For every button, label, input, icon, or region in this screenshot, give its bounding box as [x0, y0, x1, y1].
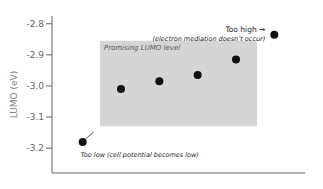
- svg-text:LUMO (eV): LUMO (eV): [9, 71, 19, 119]
- svg-text:-2.8: -2.8: [26, 19, 44, 29]
- svg-text:-3.0: -3.0: [26, 81, 44, 91]
- svg-text:-3.1: -3.1: [26, 112, 44, 122]
- svg-text:Promising LUMO level: Promising LUMO level: [104, 44, 180, 52]
- svg-text:(electron mediation doesn’t oc: (electron mediation doesn’t occur): [153, 35, 266, 43]
- svg-text:-2.9: -2.9: [26, 50, 44, 60]
- svg-text:-3.2: -3.2: [26, 143, 44, 153]
- svg-text:Too low (cell potential become: Too low (cell potential becomes low): [81, 151, 199, 159]
- svg-text:Too high →: Too high →: [224, 25, 265, 34]
